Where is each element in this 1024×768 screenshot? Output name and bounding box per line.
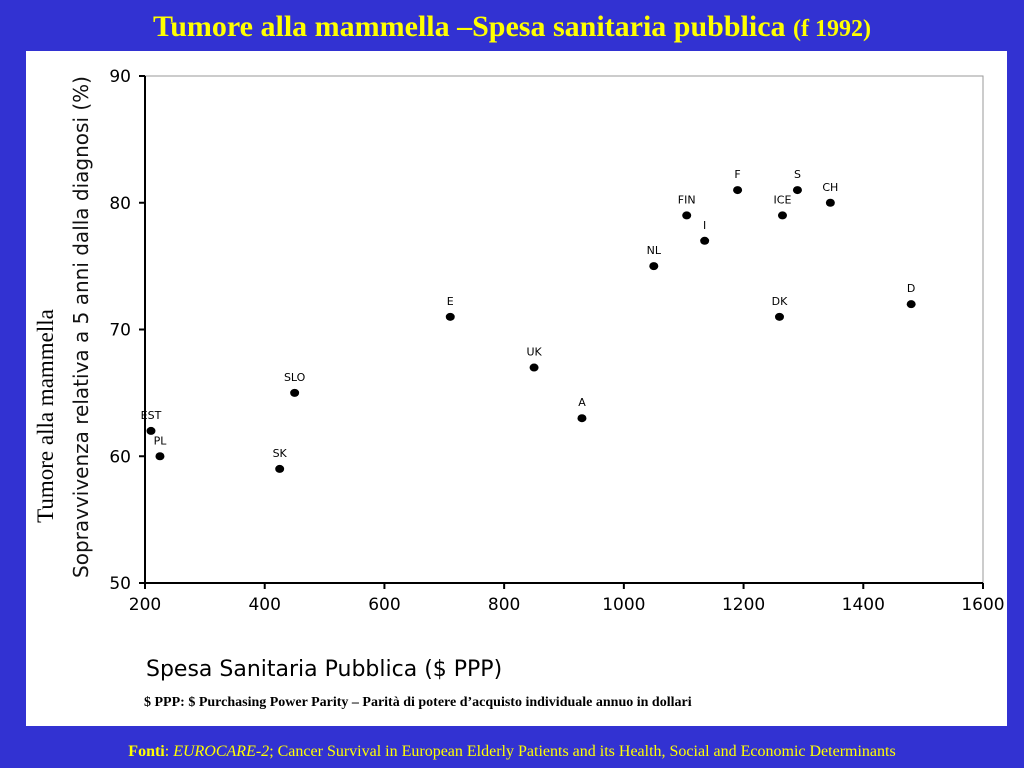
data-point	[777, 211, 787, 220]
data-point	[774, 312, 784, 321]
y-tick-label: 90	[109, 67, 131, 87]
data-point	[649, 262, 659, 271]
data-point-label: UK	[526, 346, 542, 359]
data-point	[577, 414, 587, 423]
x-tick-label: 200	[129, 595, 161, 615]
data-point-label: S	[794, 168, 801, 181]
data-point	[733, 186, 743, 195]
data-point-label: PL	[154, 434, 168, 447]
data-point-label: NL	[647, 244, 662, 257]
x-tick-label: 1400	[842, 595, 885, 615]
data-point-label: EST	[141, 409, 162, 422]
x-tick-label: 1000	[602, 595, 645, 615]
x-tick-label: 1200	[722, 595, 765, 615]
fonti-colon: :	[164, 743, 174, 760]
plot-frame	[144, 75, 984, 584]
data-point-label: DK	[772, 295, 788, 308]
source-description: ; Cancer Survival in European Elderly Pa…	[269, 743, 896, 760]
data-point-label: ICE	[774, 193, 792, 206]
fonti-label: Fonti	[128, 743, 165, 760]
x-tick-label: 600	[368, 595, 400, 615]
data-point-label: F	[734, 168, 740, 181]
title-sub: (f 1992)	[793, 16, 872, 42]
figure-panel: 50 60 70 80 90 200 400 600 800 1000 1200 1400 1600 E…	[26, 51, 1007, 726]
data-point-label: D	[907, 282, 915, 295]
y-tick-label: 60	[109, 447, 131, 467]
y-tick-label: 50	[109, 574, 131, 594]
data-point	[290, 388, 300, 397]
data-point-label: SK	[273, 447, 288, 460]
data-point	[445, 312, 455, 321]
x-axis-title: Spesa Sanitaria Pubblica ($ PPP)	[146, 657, 502, 682]
data-point	[275, 464, 285, 473]
source-name: EUROCARE-2	[173, 743, 270, 760]
data-point-label: A	[578, 396, 586, 409]
source-footer: Fonti: EUROCARE-2; Cancer Survival in Eu…	[0, 742, 1024, 762]
x-tick-label: 800	[488, 595, 520, 615]
data-point	[146, 426, 156, 435]
data-point-label: I	[703, 219, 706, 232]
ppp-footnote: $ PPP: $ Purchasing Power Parity – Parit…	[144, 695, 692, 710]
data-point-label: SLO	[284, 371, 306, 384]
data-point-label: CH	[822, 181, 838, 194]
slide-title: Tumore alla mammella –Spesa sanitaria pu…	[0, 8, 1024, 48]
x-tick-label: 400	[248, 595, 280, 615]
data-point-label: E	[447, 295, 454, 308]
x-tick-label: 1600	[961, 595, 1004, 615]
data-point	[700, 236, 710, 245]
data-point	[825, 198, 835, 207]
y-axis-subtitle: Sopravvivenza relativa a 5 anni dalla di…	[69, 76, 93, 578]
chart-titles: Tumore alla mammella Sopravvivenza relat…	[33, 76, 502, 682]
data-point	[155, 452, 165, 461]
data-point	[682, 211, 692, 220]
y-tick-label: 70	[109, 321, 131, 341]
y-axis-title: Tumore alla mammella	[33, 309, 58, 523]
data-point	[529, 363, 539, 372]
y-tick-label: 80	[109, 194, 131, 214]
data-point	[792, 186, 802, 195]
scatter-chart: 50 60 70 80 90 200 400 600 800 1000 1200 1400 1600 E…	[33, 67, 1005, 682]
chart-axes: 50 60 70 80 90 200 400 600 800 1000 1200 1400 1600	[109, 67, 1004, 615]
data-point-label: FIN	[678, 193, 696, 206]
title-main: Tumore alla mammella –Spesa sanitaria pu…	[152, 10, 786, 43]
data-point	[906, 300, 916, 309]
